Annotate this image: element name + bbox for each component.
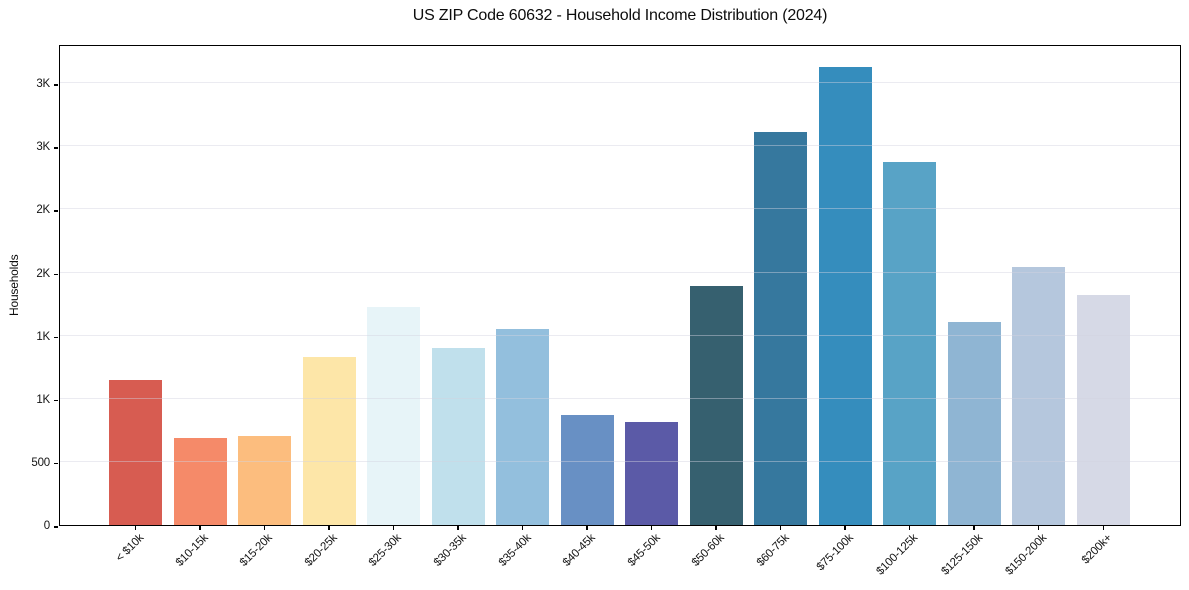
x-tick-label: $200k+: [1079, 532, 1114, 567]
x-tick-mark: [715, 526, 717, 530]
bar-200k: [1077, 295, 1130, 525]
x-tick-label: $15-20k: [238, 532, 276, 569]
x-tick-mark: [1037, 526, 1040, 530]
y-tick-mark: [54, 462, 58, 465]
x-tick-mark: [263, 526, 266, 530]
x-tick-label: < $10k: [113, 532, 146, 565]
chart-title: US ZIP Code 60632 - Household Income Dis…: [412, 7, 828, 24]
y-tick-mark: [54, 210, 58, 212]
y-tick-label: 1K: [36, 330, 50, 343]
x-tick-mark: [650, 526, 653, 530]
x-tick-label: $30-35k: [431, 532, 469, 569]
x-tick-mark: [973, 526, 975, 530]
bar-150-200k: [1012, 266, 1066, 525]
x-tick-mark: [908, 526, 911, 530]
gridline: [60, 397, 1180, 399]
x-tick-mark: [392, 526, 395, 530]
y-axis-label: Households: [7, 254, 21, 317]
gridline: [60, 334, 1180, 336]
bar-10-15k: [173, 437, 227, 525]
x-tick-label: $10-15k: [173, 532, 211, 569]
x-tick-mark: [328, 526, 330, 530]
y-tick-label: 0: [43, 520, 50, 532]
x-tick-mark: [199, 526, 201, 530]
x-tick-label: $75-100k: [814, 532, 856, 574]
y-tick-mark: [54, 147, 58, 149]
y-tick-label: 2K: [36, 267, 50, 280]
y-tick-label: 1K: [36, 393, 50, 406]
x-tick-mark: [457, 526, 459, 530]
x-tick-label: $35-40k: [496, 532, 534, 569]
y-tick-label: 500: [31, 456, 50, 469]
y-tick-label: 3K: [36, 141, 50, 154]
gridline: [60, 145, 1180, 147]
x-tick-mark: [586, 526, 588, 530]
x-tick-mark: [1102, 526, 1104, 530]
y-tick-mark: [54, 273, 58, 275]
bar-100-125k: [883, 162, 937, 525]
x-tick-label: $45-50k: [625, 532, 663, 569]
x-tick-mark: [521, 526, 524, 530]
x-tick-mark: [844, 526, 846, 530]
gridline: [60, 271, 1180, 273]
bar-30-35k: [431, 348, 485, 525]
y-tick-mark: [54, 399, 58, 402]
bar-15-20k: [238, 436, 292, 525]
x-tick-label: $40-45k: [560, 532, 598, 569]
x-tick-label: $60-75k: [754, 532, 792, 569]
bar-60-75k: [754, 132, 808, 525]
bar-50-60k: [689, 286, 743, 525]
x-tick-label: $50-60k: [689, 532, 727, 569]
x-tick-label: $25-30k: [367, 532, 405, 569]
x-tick-label: $100-125k: [874, 532, 921, 578]
gridline: [60, 460, 1180, 462]
x-tick-mark: [134, 526, 136, 530]
gridline: [60, 82, 1180, 84]
bar-35-40k: [496, 329, 550, 525]
x-tick-label: $125-150k: [939, 532, 985, 578]
bar-25-30k: [367, 307, 421, 525]
y-tick-mark: [54, 526, 58, 528]
y-tick-label: 3K: [36, 78, 50, 91]
bar-40-45k: [560, 415, 614, 525]
y-tick-mark: [54, 336, 58, 339]
bar-45-50k: [625, 422, 679, 525]
x-tick-label: $150-200k: [1003, 532, 1050, 578]
x-tick-mark: [779, 526, 782, 530]
y-tick-label: 2K: [36, 204, 50, 217]
bar-20-25k: [302, 357, 356, 525]
y-tick-mark: [54, 84, 58, 86]
x-tick-label: $20-25k: [302, 532, 340, 569]
bar-125-150k: [947, 321, 1001, 525]
plot-area: [59, 45, 1181, 526]
bar-75-100k: [818, 67, 872, 525]
bar-10k: [109, 379, 162, 525]
gridline: [60, 208, 1180, 210]
